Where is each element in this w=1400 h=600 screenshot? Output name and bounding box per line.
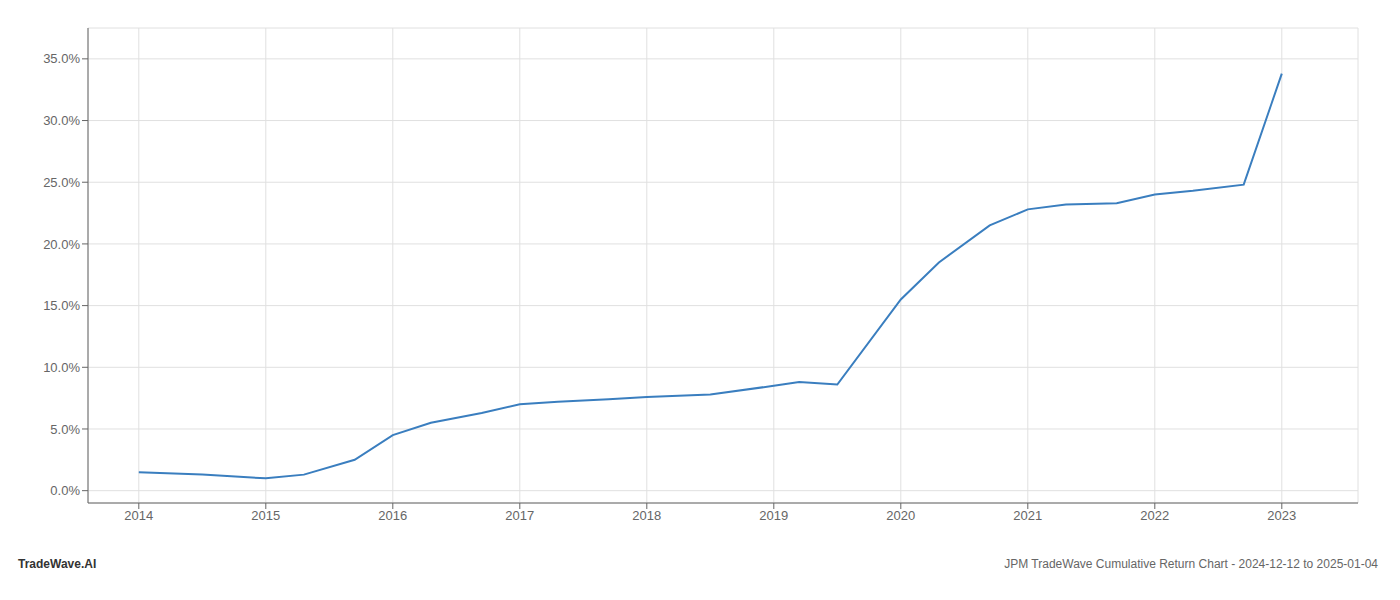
svg-text:2019: 2019 xyxy=(759,508,788,523)
svg-text:2022: 2022 xyxy=(1140,508,1169,523)
svg-text:2017: 2017 xyxy=(505,508,534,523)
svg-text:2020: 2020 xyxy=(886,508,915,523)
svg-text:2016: 2016 xyxy=(378,508,407,523)
svg-text:2023: 2023 xyxy=(1267,508,1296,523)
svg-text:2015: 2015 xyxy=(251,508,280,523)
svg-text:25.0%: 25.0% xyxy=(43,175,80,190)
svg-text:0.0%: 0.0% xyxy=(50,483,80,498)
html-text:TradeWave.AI: TradeWave.AI xyxy=(18,557,97,571)
svg-text:2014: 2014 xyxy=(124,508,153,523)
svg-text:15.0%: 15.0% xyxy=(43,298,80,313)
svg-text:10.0%: 10.0% xyxy=(43,360,80,375)
svg-text:2021: 2021 xyxy=(1013,508,1042,523)
svg-text:5.0%: 5.0% xyxy=(50,422,80,437)
svg-text:20.0%: 20.0% xyxy=(43,237,80,252)
html-text:JPM TradeWave Cumulative Retur: JPM TradeWave Cumulative Return Chart - … xyxy=(1004,557,1378,571)
svg-text:2018: 2018 xyxy=(632,508,661,523)
svg-text:35.0%: 35.0% xyxy=(43,51,80,66)
svg-text:30.0%: 30.0% xyxy=(43,113,80,128)
